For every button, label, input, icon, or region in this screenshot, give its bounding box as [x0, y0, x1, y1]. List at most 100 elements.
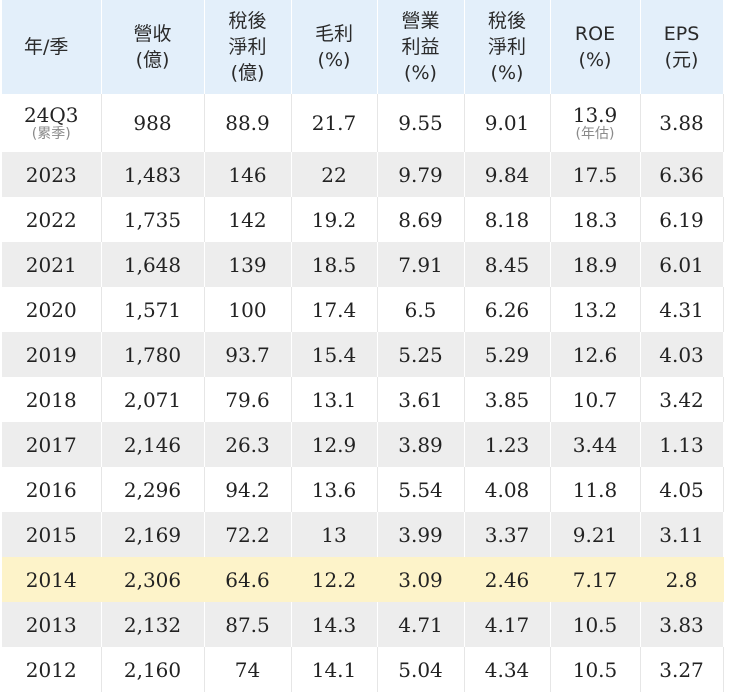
- cell-operating-margin: 9.79: [377, 152, 465, 197]
- cell-net-margin: 9.01: [464, 94, 551, 152]
- cell-roe: 10.5: [550, 647, 641, 692]
- cell-gross-margin: 19.2: [291, 197, 378, 242]
- cell-year: 2018: [2, 377, 102, 422]
- cell-year-value: 24Q3: [23, 103, 79, 127]
- cell-revenue: 2,306: [101, 557, 205, 602]
- cell-roe-note: (年估): [575, 126, 615, 142]
- cell-operating-margin: 6.5: [377, 287, 465, 332]
- header-year-label: 年/季: [24, 36, 69, 58]
- cell-operating-margin: 3.99: [377, 512, 465, 557]
- table-header: 年/季 營收 (億) 稅後 淨利 (億) 毛利 (%) 營業 利益: [2, 0, 724, 94]
- header-revenue-line1: 營收: [133, 23, 172, 45]
- cell-net-income: 142: [204, 197, 292, 242]
- header-net-income-line2: 淨利: [228, 36, 267, 58]
- cell-gross-margin: 14.3: [291, 602, 378, 647]
- cell-gross-margin: 13: [291, 512, 378, 557]
- table-row-current: 24Q3 (累季) 988 88.9 21.7 9.55 9.01 13.9 (…: [2, 94, 724, 152]
- cell-net-margin: 4.17: [464, 602, 551, 647]
- cell-eps: 1.13: [640, 422, 724, 467]
- cell-net-margin: 5.29: [464, 332, 551, 377]
- cell-eps: 3.11: [640, 512, 724, 557]
- table-row: 2016 2,296 94.2 13.6 5.54 4.08 11.8 4.05: [2, 467, 724, 512]
- table-row: 2021 1,648 139 18.5 7.91 8.45 18.9 6.01: [2, 242, 724, 287]
- cell-eps: 3.42: [640, 377, 724, 422]
- cell-net-income: 74: [204, 647, 292, 692]
- cell-year: 2017: [2, 422, 102, 467]
- cell-roe: 13.2: [550, 287, 641, 332]
- cell-net-margin: 3.37: [464, 512, 551, 557]
- table-row-highlighted: 2014 2,306 64.6 12.2 3.09 2.46 7.17 2.8: [2, 557, 724, 602]
- cell-roe: 12.6: [550, 332, 641, 377]
- cell-revenue: 1,483: [101, 152, 205, 197]
- header-gross-margin: 毛利 (%): [291, 0, 378, 94]
- header-operating-margin: 營業 利益 (%): [377, 0, 465, 94]
- cell-revenue: 2,132: [101, 602, 205, 647]
- cell-net-income: 93.7: [204, 332, 292, 377]
- cell-roe: 10.5: [550, 602, 641, 647]
- table-row: 2015 2,169 72.2 13 3.99 3.37 9.21 3.11: [2, 512, 724, 557]
- cell-year: 2020: [2, 287, 102, 332]
- cell-revenue: 988: [101, 94, 205, 152]
- cell-net-margin: 3.85: [464, 377, 551, 422]
- table-row: 2023 1,483 146 22 9.79 9.84 17.5 6.36: [2, 152, 724, 197]
- cell-year: 2015: [2, 512, 102, 557]
- cell-net-income: 146: [204, 152, 292, 197]
- cell-net-margin: 8.18: [464, 197, 551, 242]
- cell-net-income: 139: [204, 242, 292, 287]
- cell-net-income: 79.6: [204, 377, 292, 422]
- table-row: 2018 2,071 79.6 13.1 3.61 3.85 10.7 3.42: [2, 377, 724, 422]
- cell-gross-margin: 17.4: [291, 287, 378, 332]
- cell-gross-margin: 12.2: [291, 557, 378, 602]
- table-row: 2013 2,132 87.5 14.3 4.71 4.17 10.5 3.83: [2, 602, 724, 647]
- cell-operating-margin: 3.61: [377, 377, 465, 422]
- cell-roe: 7.17: [550, 557, 641, 602]
- cell-year: 2023: [2, 152, 102, 197]
- cell-operating-margin: 7.91: [377, 242, 465, 287]
- cell-revenue: 1,571: [101, 287, 205, 332]
- cell-net-margin: 1.23: [464, 422, 551, 467]
- header-roe-line2: (%): [578, 49, 612, 71]
- cell-revenue: 2,146: [101, 422, 205, 467]
- cell-net-income: 88.9: [204, 94, 292, 152]
- header-operating-margin-line1: 營業: [401, 10, 440, 32]
- cell-gross-margin: 18.5: [291, 242, 378, 287]
- cell-operating-margin: 8.69: [377, 197, 465, 242]
- cell-eps: 6.01: [640, 242, 724, 287]
- header-net-income-line3: (億): [230, 62, 265, 84]
- cell-roe: 13.9 (年估): [550, 94, 641, 152]
- header-eps: EPS (元): [640, 0, 724, 94]
- cell-year: 2019: [2, 332, 102, 377]
- cell-net-income: 100: [204, 287, 292, 332]
- cell-revenue: 1,780: [101, 332, 205, 377]
- cell-eps: 4.31: [640, 287, 724, 332]
- cell-roe: 18.3: [550, 197, 641, 242]
- cell-revenue: 2,296: [101, 467, 205, 512]
- cell-net-margin: 2.46: [464, 557, 551, 602]
- cell-gross-margin: 21.7: [291, 94, 378, 152]
- cell-revenue: 2,071: [101, 377, 205, 422]
- cell-operating-margin: 5.54: [377, 467, 465, 512]
- table-row: 2022 1,735 142 19.2 8.69 8.18 18.3 6.19: [2, 197, 724, 242]
- header-roe: ROE (%): [550, 0, 641, 94]
- cell-roe: 10.7: [550, 377, 641, 422]
- cell-net-margin: 8.45: [464, 242, 551, 287]
- table-row: 2012 2,160 74 14.1 5.04 4.34 10.5 3.27: [2, 647, 724, 692]
- header-net-margin-line1: 稅後: [487, 10, 526, 32]
- cell-eps: 6.19: [640, 197, 724, 242]
- cell-operating-margin: 5.04: [377, 647, 465, 692]
- financial-table-panel: 年/季 營收 (億) 稅後 淨利 (億) 毛利 (%) 營業 利益: [2, 0, 724, 692]
- cell-operating-margin: 5.25: [377, 332, 465, 377]
- cell-roe: 17.5: [550, 152, 641, 197]
- cell-net-margin: 9.84: [464, 152, 551, 197]
- cell-gross-margin: 15.4: [291, 332, 378, 377]
- cell-year: 2021: [2, 242, 102, 287]
- cell-eps: 3.88: [640, 94, 724, 152]
- cell-operating-margin: 3.09: [377, 557, 465, 602]
- header-eps-line1: EPS: [663, 23, 700, 45]
- cell-net-income: 87.5: [204, 602, 292, 647]
- cell-revenue: 2,169: [101, 512, 205, 557]
- cell-eps: 2.8: [640, 557, 724, 602]
- header-row: 年/季 營收 (億) 稅後 淨利 (億) 毛利 (%) 營業 利益: [2, 0, 724, 94]
- cell-year-note: (累季): [31, 126, 71, 142]
- cell-revenue: 1,735: [101, 197, 205, 242]
